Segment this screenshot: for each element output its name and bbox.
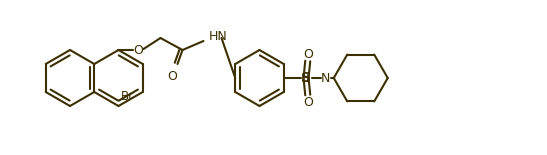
Text: N: N (321, 71, 330, 84)
Text: O: O (167, 69, 177, 82)
Text: Br: Br (120, 90, 133, 103)
Text: S: S (301, 71, 311, 85)
Text: O: O (303, 95, 313, 108)
Text: O: O (133, 44, 143, 57)
Text: O: O (303, 47, 313, 60)
Text: HN: HN (208, 31, 227, 44)
